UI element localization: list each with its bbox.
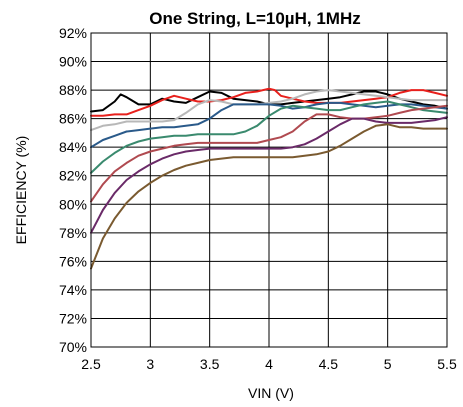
- y-tick-label: 80%: [59, 196, 87, 212]
- x-tick-label: 5.5: [437, 356, 457, 372]
- y-tick-label: 82%: [59, 168, 87, 184]
- y-tick-label: 78%: [59, 225, 87, 241]
- x-tick-label: 2.5: [81, 356, 101, 372]
- series-line-5: [90, 100, 448, 174]
- plot-frame: [90, 32, 448, 348]
- y-tick-label: 90%: [59, 54, 87, 70]
- series-line-6: [90, 104, 448, 203]
- chart-title: One String, L=10µH, 1MHz: [149, 9, 360, 28]
- series-line-8: [90, 123, 448, 270]
- x-tick-label: 3: [146, 356, 154, 372]
- y-tick-label: 74%: [59, 282, 87, 298]
- y-tick-label: 84%: [59, 139, 87, 155]
- y-axis-label: EFFICIENCY (%): [13, 136, 29, 245]
- x-tick-labels: 2.5 3 3.5 4 4.5 5 5.5: [81, 356, 457, 372]
- x-tick-label: 4: [265, 356, 273, 372]
- series-line-3: [90, 89, 448, 132]
- series-line-7: [90, 116, 448, 234]
- y-tick-label: 72%: [59, 310, 87, 326]
- x-tick-label: 5: [384, 356, 392, 372]
- y-tick-labels: 70% 72% 74% 76% 78% 80% 82% 84% 86% 88% 90% 92%: [59, 25, 87, 355]
- y-tick-label: 92%: [59, 25, 87, 41]
- grid-lines: [90, 32, 448, 348]
- x-axis-label: VIN (V): [248, 385, 294, 401]
- y-tick-label: 88%: [59, 82, 87, 98]
- series-group: [90, 87, 448, 270]
- y-tick-label: 70%: [59, 339, 87, 355]
- y-tick-label: 86%: [59, 111, 87, 127]
- y-tick-label: 76%: [59, 253, 87, 269]
- x-tick-label: 3.5: [200, 356, 220, 372]
- series-line-4: [90, 101, 448, 149]
- x-tick-label: 4.5: [319, 356, 339, 372]
